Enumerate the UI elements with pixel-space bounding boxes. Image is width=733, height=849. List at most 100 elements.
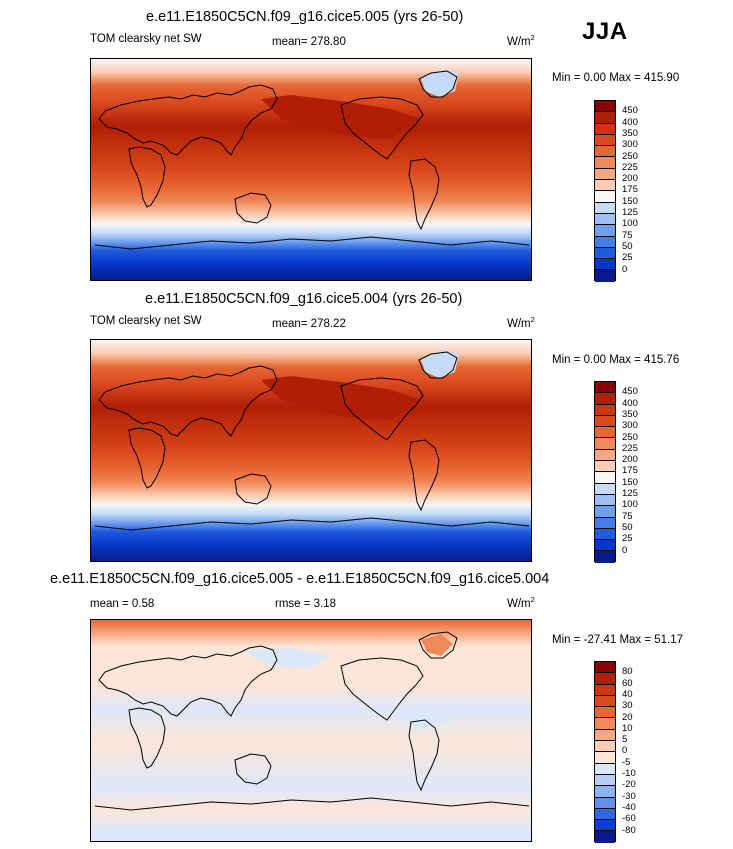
colorbar-box xyxy=(595,506,615,518)
panel-1-colorbar xyxy=(594,100,616,282)
panel-1-field-label: TOM clearsky net SW xyxy=(90,33,202,45)
colorbar-tick-label: 250 xyxy=(622,431,638,443)
diff-patch-1 xyxy=(241,648,331,668)
colorbar-box xyxy=(595,662,615,674)
panel-1-map xyxy=(90,58,532,281)
colorbar-tick-label: 75 xyxy=(622,229,633,241)
colorbar-box xyxy=(595,225,615,237)
colorbar-box xyxy=(595,763,615,775)
map-field-shading xyxy=(91,340,531,561)
colorbar-tick-label: -5 xyxy=(622,756,631,768)
coastline xyxy=(340,377,424,441)
panel-3-colorbar xyxy=(594,661,616,843)
colorbar-box xyxy=(595,752,615,764)
colorbar-tick-label: 50 xyxy=(622,240,633,252)
coastline xyxy=(408,158,440,231)
colorbar-tick-label: 125 xyxy=(622,488,638,499)
colorbar-box xyxy=(595,427,615,439)
colorbar-box xyxy=(595,146,615,158)
diff-patch-3 xyxy=(421,634,453,656)
north-pacific-patch xyxy=(261,376,421,420)
colorbar-box xyxy=(595,191,615,203)
coastline xyxy=(418,631,458,659)
coastline xyxy=(128,427,166,489)
panel-3-units: W/m2 xyxy=(507,595,535,610)
coastline xyxy=(418,351,458,379)
colorbar-tick-label: -60 xyxy=(622,813,636,825)
colorbar-tick-label: 400 xyxy=(622,397,638,409)
colorbar-box xyxy=(595,180,615,192)
colorbar-box xyxy=(595,695,615,708)
colorbar-box xyxy=(595,540,615,552)
colorbar-box xyxy=(595,684,615,696)
colorbar-box xyxy=(595,528,615,541)
colorbar-box xyxy=(595,494,615,507)
colorbar-box xyxy=(595,472,615,484)
colorbar-tick-label: 0 xyxy=(622,544,628,556)
colorbar-box xyxy=(595,820,615,832)
colorbar-tick-label: 250 xyxy=(622,150,638,162)
colorbar-box xyxy=(595,774,615,787)
panel-3-map xyxy=(90,619,532,842)
colorbar-tick-label: 25 xyxy=(622,252,633,264)
map-canvas xyxy=(91,340,531,561)
colorbar-box xyxy=(595,741,615,753)
coastline xyxy=(128,146,166,208)
colorbar-tick-label: 75 xyxy=(622,510,633,522)
colorbar-tick-label: 150 xyxy=(622,476,638,488)
coastline xyxy=(94,517,530,531)
coastline xyxy=(234,192,272,224)
colorbar-box xyxy=(595,797,615,809)
colorbar-tick-label: 40 xyxy=(622,688,633,700)
colorbar-tick-label: 60 xyxy=(622,677,633,689)
panel-2-colorbar xyxy=(594,381,616,563)
colorbar-tick-label: 100 xyxy=(622,218,638,230)
colorbar-tick-label: 400 xyxy=(622,116,638,128)
panel-1-title: e.e11.E1850C5CN.f09_g16.cice5.005 (yrs 2… xyxy=(146,9,464,25)
colorbar-box xyxy=(595,831,615,843)
coastline xyxy=(94,236,530,250)
colorbar-tick-label: 200 xyxy=(622,454,638,466)
panel-3-title: e.e11.E1850C5CN.f09_g16.cice5.005 - e.e1… xyxy=(50,571,550,587)
colorbar-box xyxy=(595,123,615,135)
coastline xyxy=(234,753,272,785)
panel-2-map xyxy=(90,339,532,562)
panel-1-mean: mean= 278.80 xyxy=(272,36,346,48)
colorbar-tick-label: 25 xyxy=(622,533,633,545)
colorbar-box xyxy=(595,101,615,113)
greenland-patch xyxy=(421,350,459,378)
coastline xyxy=(408,439,440,512)
colorbar-tick-label: 350 xyxy=(622,408,638,420)
colorbar-box xyxy=(595,382,615,394)
colorbar-tick-label: -40 xyxy=(622,801,636,813)
greenland-patch xyxy=(421,69,459,97)
panel-1-minmax: Min = 0.00 Max = 415.90 xyxy=(552,72,680,84)
colorbar-box xyxy=(595,461,615,473)
colorbar-box xyxy=(595,202,615,214)
coastline xyxy=(128,707,166,769)
colorbar-box xyxy=(595,729,615,742)
colorbar-tick-label: 125 xyxy=(622,207,638,218)
colorbar-tick-label: 450 xyxy=(622,105,638,117)
colorbar-box xyxy=(595,134,615,147)
colorbar-tick-label: 30 xyxy=(622,700,633,712)
colorbar-tick-label: 450 xyxy=(622,386,638,398)
panel-2-title: e.e11.E1850C5CN.f09_g16.cice5.004 (yrs 2… xyxy=(145,291,463,307)
colorbar-tick-label: 350 xyxy=(622,127,638,139)
colorbar-tick-label: 300 xyxy=(622,139,638,151)
panel-3-rmse: rmse = 3.18 xyxy=(275,598,337,610)
panel-3-mean: mean = 0.58 xyxy=(90,598,155,610)
map-canvas xyxy=(91,620,531,841)
colorbar-box xyxy=(595,213,615,226)
colorbar-box xyxy=(595,112,615,124)
colorbar-tick-label: 225 xyxy=(622,442,638,454)
colorbar-tick-label: 10 xyxy=(622,722,633,734)
season-label: JJA xyxy=(582,18,628,45)
coastline xyxy=(234,473,272,505)
colorbar-box xyxy=(595,157,615,169)
panel-3-minmax: Min = -27.41 Max = 51.17 xyxy=(552,634,684,646)
colorbar-box xyxy=(595,404,615,416)
colorbar-tick-label: 175 xyxy=(622,184,638,196)
colorbar-tick-label: 80 xyxy=(622,666,633,678)
colorbar-box xyxy=(595,517,615,529)
